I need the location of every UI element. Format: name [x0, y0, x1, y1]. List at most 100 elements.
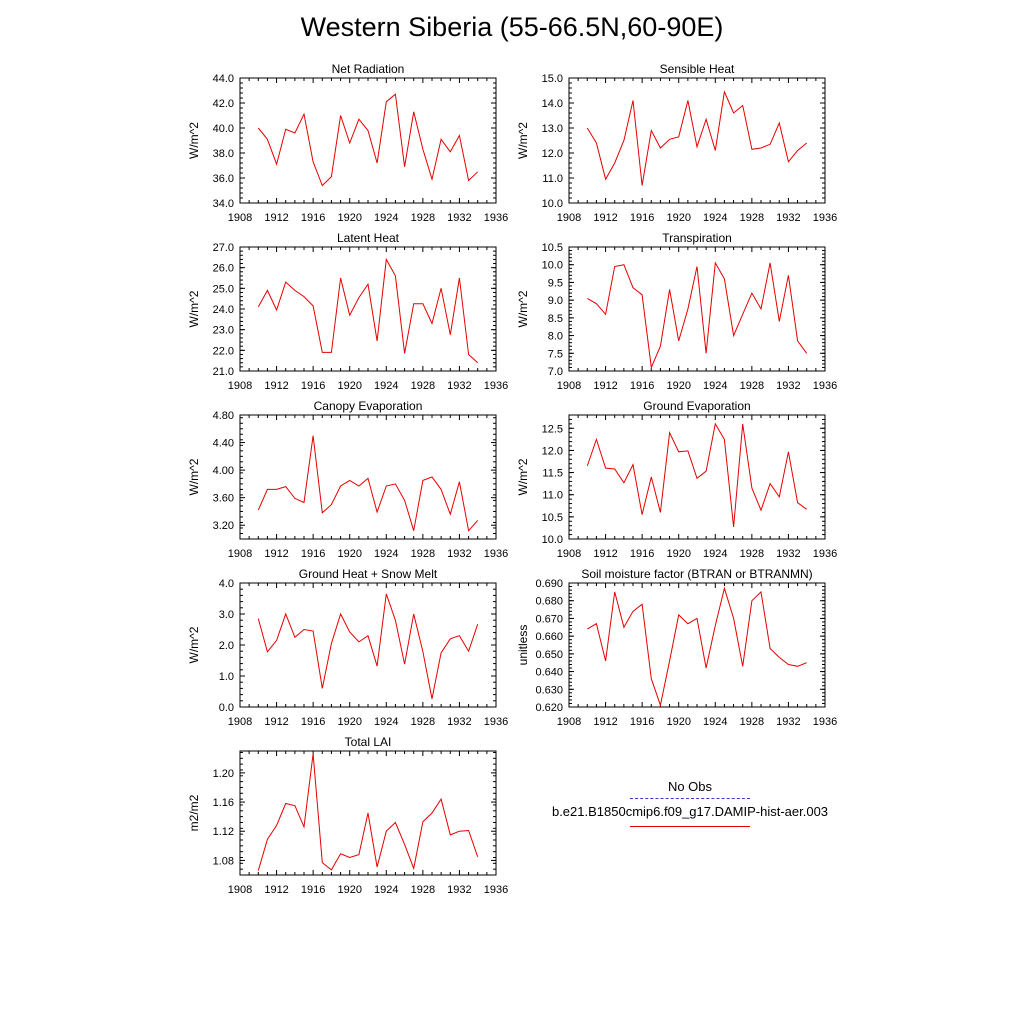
x-tick-label: 1920: [666, 380, 690, 392]
legend-label-model: b.e21.B1850cmip6.f09_g17.DAMIP-hist-aer.…: [551, 804, 829, 819]
y-tick-label: 0.640: [535, 667, 563, 679]
y-axis-label: W/m^2: [187, 458, 201, 495]
y-axis-label: m2/m2: [187, 794, 201, 831]
y-tick-label: 0.660: [535, 631, 563, 643]
series-line: [586, 90, 808, 186]
y-tick-label: 42.0: [213, 98, 234, 110]
y-tick-label: 3.60: [213, 493, 234, 505]
x-tick-label: 1932: [447, 548, 471, 560]
x-tick-label: 1916: [301, 884, 325, 896]
plot-frame: [239, 77, 497, 204]
y-tick-label: 10.0: [542, 260, 563, 272]
y-tick-label: 9.5: [548, 277, 563, 289]
x-tick-label: 1912: [264, 716, 288, 728]
chart-title: Transpiration: [662, 231, 732, 245]
x-tick-label: 1932: [776, 212, 800, 224]
y-tick-label: 7.0: [548, 366, 563, 378]
x-tick-label: 1916: [630, 380, 654, 392]
x-tick-label: 1916: [301, 212, 325, 224]
y-tick-label: 34.0: [213, 198, 234, 210]
y-tick-label: 24.0: [213, 304, 234, 316]
y-tick-label: 12.0: [542, 148, 563, 160]
x-tick-label: 1912: [593, 380, 617, 392]
y-tick-label: 1.08: [213, 855, 234, 867]
chart-1: Sensible Heat W/m^2 1908 1912 1916 1920 1924 19…: [516, 62, 837, 224]
x-tick-label: 1920: [337, 548, 361, 560]
plot-frame: [239, 246, 497, 372]
y-axis-label: unitless: [516, 625, 530, 666]
x-tick-label: 1912: [593, 716, 617, 728]
x-tick-label: 1924: [703, 716, 727, 728]
y-tick-label: 25.0: [213, 283, 234, 295]
x-tick-label: 1924: [703, 548, 727, 560]
y-tick-label: 0.670: [535, 613, 563, 625]
y-axis-label: W/m^2: [516, 290, 530, 327]
y-tick-label: 8.5: [548, 313, 563, 325]
x-tick-label: 1936: [813, 380, 837, 392]
x-tick-label: 1912: [264, 380, 288, 392]
y-tick-label: 7.5: [548, 348, 563, 360]
y-tick-label: 10.5: [542, 242, 563, 254]
y-tick-label: 0.620: [535, 702, 563, 714]
y-tick-label: 15.0: [542, 73, 563, 85]
y-tick-label: 4.80: [213, 410, 234, 422]
x-tick-label: 1928: [411, 884, 435, 896]
y-tick-label: 0.630: [535, 684, 563, 696]
x-tick-label: 1924: [374, 212, 398, 224]
chart-title: Sensible Heat: [660, 62, 735, 76]
y-tick-label: 3.20: [213, 520, 234, 532]
y-tick-label: 38.0: [213, 148, 234, 160]
x-tick-label: 1936: [813, 212, 837, 224]
legend-line-obs: [630, 798, 750, 799]
chart-title: Total LAI: [345, 735, 392, 749]
x-tick-label: 1936: [484, 380, 508, 392]
x-tick-label: 1924: [374, 548, 398, 560]
y-tick-label: 40.0: [213, 123, 234, 135]
x-tick-label: 1920: [337, 884, 361, 896]
chart-title: Latent Heat: [337, 231, 400, 245]
y-tick-label: 23.0: [213, 325, 234, 337]
chart-2: Latent Heat W/m^2 1908 1912 1916 1920 1924 1928…: [187, 231, 508, 392]
y-tick-label: 0.0: [219, 702, 234, 714]
y-tick-label: 4.40: [213, 438, 234, 450]
x-tick-label: 1916: [301, 548, 325, 560]
y-tick-label: 8.0: [548, 331, 563, 343]
y-tick-label: 13.0: [542, 123, 563, 135]
series-line: [587, 261, 808, 370]
series-line: [257, 257, 479, 364]
x-tick-label: 1936: [484, 716, 508, 728]
x-tick-label: 1908: [228, 548, 252, 560]
x-tick-label: 1912: [264, 548, 288, 560]
page-title: Western Siberia (55-66.5N,60-90E): [300, 12, 724, 42]
x-tick-label: 1916: [630, 212, 654, 224]
x-tick-label: 1932: [776, 716, 800, 728]
y-axis-label: W/m^2: [187, 290, 201, 327]
chart-title: Canopy Evaporation: [314, 399, 423, 413]
x-tick-label: 1912: [264, 884, 288, 896]
series-line: [586, 422, 807, 528]
y-tick-label: 3.0: [219, 609, 234, 621]
x-tick-label: 1932: [447, 884, 471, 896]
y-axis-label: W/m^2: [516, 122, 530, 159]
x-tick-label: 1920: [337, 212, 361, 224]
y-axis-label: W/m^2: [516, 458, 530, 495]
x-tick-label: 1936: [813, 548, 837, 560]
chart-title: Ground Heat + Snow Melt: [299, 567, 438, 581]
chart-4: Canopy Evaporation W/m^2 1908 1912 1916 1920 1…: [187, 399, 508, 560]
y-tick-label: 10.0: [542, 534, 563, 546]
y-tick-label: 4.0: [219, 578, 234, 590]
x-tick-label: 1932: [776, 380, 800, 392]
y-tick-label: 1.12: [213, 826, 234, 838]
x-tick-label: 1928: [740, 212, 764, 224]
chart-title: Soil moisture factor (BTRAN or BTRANMN): [581, 567, 812, 581]
y-tick-label: 11.0: [542, 173, 563, 185]
y-tick-label: 10.0: [542, 198, 563, 210]
x-tick-label: 1908: [228, 884, 252, 896]
y-axis-label: W/m^2: [187, 626, 201, 663]
y-tick-label: 21.0: [213, 366, 234, 378]
y-tick-label: 9.0: [548, 295, 563, 307]
chart-title: Net Radiation: [332, 62, 405, 76]
x-tick-label: 1916: [630, 548, 654, 560]
y-tick-label: 4.00: [213, 465, 234, 477]
x-tick-label: 1920: [666, 212, 690, 224]
